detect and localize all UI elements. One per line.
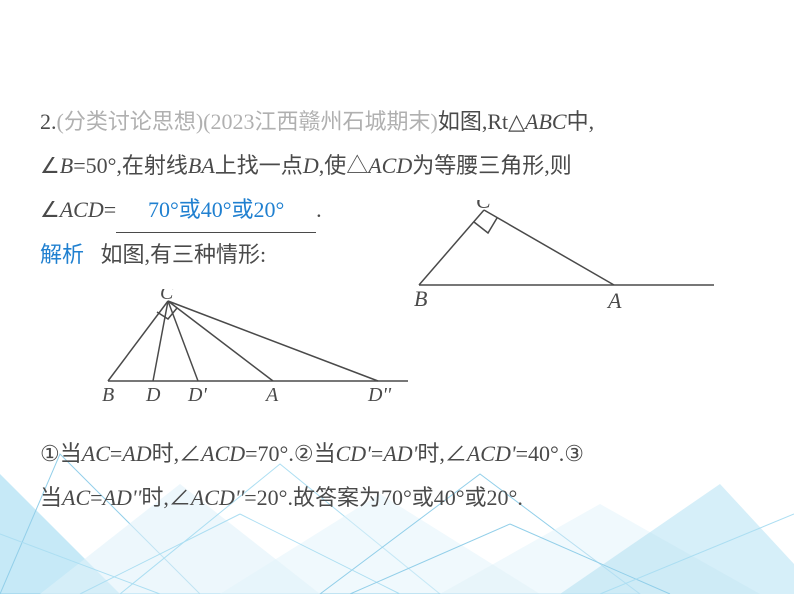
t2BA: BA xyxy=(188,153,215,178)
fig2-label-A: A xyxy=(264,384,279,406)
t3a: ∠ xyxy=(40,197,60,222)
t2B: B xyxy=(60,153,73,178)
answer-blank: 70°或40°或20° xyxy=(116,188,316,233)
s2c: ② xyxy=(294,441,314,466)
figure-1: C B A xyxy=(414,200,724,310)
s3AC: AC xyxy=(62,485,90,510)
s3ACD: ACD'' xyxy=(191,485,244,510)
t1b: 中, xyxy=(567,109,595,134)
t3b: = xyxy=(104,197,116,222)
t1abc: ABC xyxy=(525,109,567,134)
s1b: = xyxy=(110,441,122,466)
s2d: 时,∠ xyxy=(417,441,467,466)
s2CD: CD' xyxy=(336,441,371,466)
s1ACD: ACD xyxy=(201,441,245,466)
problem-number: 2. xyxy=(40,109,57,134)
s2AD: AD' xyxy=(383,441,417,466)
s2a: 当 xyxy=(314,441,336,466)
t2b: =50°,在射线 xyxy=(73,153,188,178)
t1a: 如图,Rt△ xyxy=(438,109,525,134)
s3c: ③ xyxy=(564,441,584,466)
s3e: =20°.故答案为70°或40°或20°. xyxy=(244,485,523,510)
t2ACD: ACD xyxy=(368,153,412,178)
t2c: 上找一点 xyxy=(215,153,303,178)
figure-2: C B D D' A D'' xyxy=(98,289,418,409)
s3b: = xyxy=(90,485,102,510)
solution-intro: 如图,有三种情形: xyxy=(101,242,267,267)
s2b: = xyxy=(371,441,383,466)
t2e: 为等腰三角形,则 xyxy=(412,153,572,178)
problem-line-2: ∠B=50°,在射线BA上找一点D,使△ACD为等腰三角形,则 xyxy=(40,144,754,188)
s2ACD: ACD' xyxy=(467,441,516,466)
fig2-label-B: B xyxy=(102,384,114,406)
fig1-label-A: A xyxy=(606,288,622,310)
solution-label: 解析 xyxy=(40,242,84,267)
s1d: 时,∠ xyxy=(152,441,202,466)
t2d: ,使△ xyxy=(319,153,369,178)
s3d: 时,∠ xyxy=(141,485,191,510)
s2e: =40°. xyxy=(516,441,565,466)
s3AD: AD'' xyxy=(103,485,142,510)
t3ACD: ACD xyxy=(60,197,104,222)
t3c: . xyxy=(316,197,322,222)
s1e: =70°. xyxy=(245,441,294,466)
fig2-label-C: C xyxy=(160,289,174,304)
t2a: ∠ xyxy=(40,153,60,178)
t2D: D xyxy=(303,153,319,178)
fig2-label-D: D xyxy=(145,384,161,406)
problem-line-1: 2.(分类讨论思想)(2023江西赣州石城期末)如图,Rt△ABC中, xyxy=(40,100,754,144)
fig2-label-Dp: D' xyxy=(187,384,207,406)
problem-note: (分类讨论思想)(2023江西赣州石城期末) xyxy=(57,109,438,134)
s1c: ① xyxy=(40,441,60,466)
solution-line-1: ①当AC=AD时,∠ACD=70°.②当CD'=AD'时,∠ACD'=40°.③ xyxy=(40,432,754,476)
s1AC: AC xyxy=(82,441,110,466)
fig1-label-B: B xyxy=(414,286,427,310)
fig1-label-C: C xyxy=(476,200,491,213)
fig2-label-Dpp: D'' xyxy=(367,384,392,406)
solution-line-2: 当AC=AD''时,∠ACD''=20°.故答案为70°或40°或20°. xyxy=(40,476,754,520)
s1a: 当 xyxy=(60,441,82,466)
s3a: 当 xyxy=(40,485,62,510)
s1AD: AD xyxy=(122,441,151,466)
